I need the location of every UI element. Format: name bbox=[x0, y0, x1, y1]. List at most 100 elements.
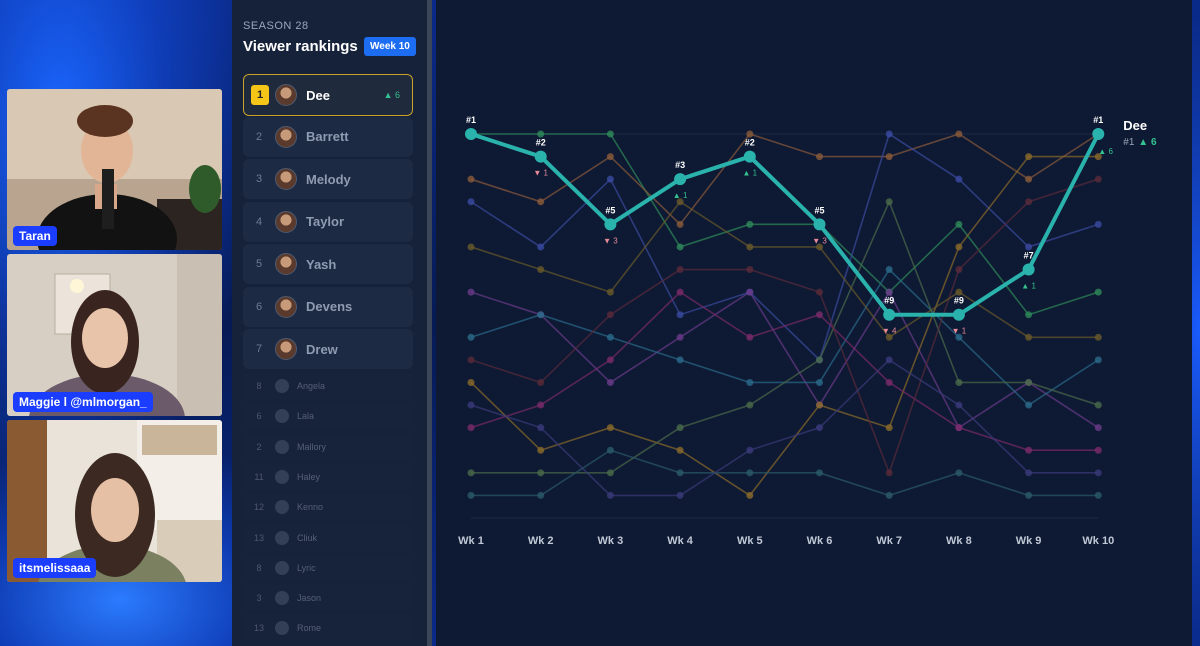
ranking-position: 8 bbox=[256, 381, 262, 391]
ranking-position: 13 bbox=[253, 532, 264, 543]
series-point bbox=[816, 401, 823, 409]
series-point bbox=[1094, 469, 1102, 477]
avatar bbox=[275, 439, 289, 454]
player-name: Angela bbox=[297, 381, 326, 391]
ranking-row[interactable]: 6 Lala bbox=[243, 403, 413, 430]
webcam-video bbox=[7, 420, 222, 582]
ranking-position: 6 bbox=[256, 411, 262, 422]
series-point bbox=[537, 469, 545, 477]
series-point bbox=[746, 446, 754, 454]
series-point bbox=[885, 469, 893, 477]
highlight-series-line bbox=[470, 132, 1101, 317]
panel-title: Viewer rankings bbox=[243, 38, 358, 55]
ranking-row[interactable]: 2 Barrett bbox=[243, 116, 413, 157]
ranking-position: 11 bbox=[254, 471, 264, 482]
ranking-position: 13 bbox=[253, 623, 264, 634]
rank-label: #2 bbox=[745, 138, 755, 148]
series-point bbox=[467, 469, 475, 477]
player-name: Cliuk bbox=[297, 532, 318, 543]
series-line bbox=[470, 155, 1099, 497]
avatar bbox=[275, 253, 297, 275]
series-point bbox=[885, 378, 893, 386]
series-line bbox=[470, 291, 1099, 452]
series-line bbox=[470, 268, 1099, 407]
ranking-row[interactable]: 8 Lyric bbox=[243, 554, 413, 581]
highlight-point bbox=[813, 218, 826, 231]
panel-scrollbar[interactable] bbox=[427, 0, 432, 646]
avatar bbox=[275, 560, 289, 575]
series-point bbox=[746, 266, 754, 274]
series-point bbox=[746, 333, 754, 341]
ranking-row[interactable]: 13 Rome bbox=[243, 615, 413, 642]
series-point bbox=[1025, 153, 1033, 161]
ranking-row[interactable]: 3 Jason bbox=[243, 585, 413, 612]
series-point bbox=[1094, 288, 1102, 296]
series-point bbox=[746, 220, 754, 228]
series-point bbox=[1094, 153, 1102, 161]
series-point bbox=[746, 130, 754, 138]
series-point bbox=[1094, 424, 1102, 432]
series-point bbox=[467, 401, 475, 409]
series-point bbox=[676, 198, 684, 206]
ranking-row[interactable]: 3 Melody bbox=[243, 159, 413, 199]
ranking-row[interactable]: 8 Angela bbox=[243, 373, 413, 399]
series-point bbox=[816, 288, 823, 296]
series-point bbox=[1025, 401, 1033, 409]
series-point bbox=[1025, 378, 1033, 386]
series-point bbox=[746, 401, 754, 409]
series-point bbox=[955, 288, 963, 296]
series-point bbox=[1094, 446, 1102, 454]
series-point bbox=[885, 356, 893, 364]
ranking-position: 8 bbox=[256, 562, 262, 573]
ranking-row[interactable]: 5 Yash bbox=[243, 244, 413, 284]
series-point bbox=[537, 130, 545, 138]
ranking-row[interactable]: 13 Cliuk bbox=[243, 524, 413, 551]
player-name: Devens bbox=[306, 299, 353, 314]
rank-change-label: ▼ 1 bbox=[533, 169, 548, 178]
rank-label: #7 bbox=[1024, 251, 1034, 261]
season-label: SEASON 28 bbox=[243, 20, 309, 32]
series-point bbox=[606, 311, 614, 319]
series-point bbox=[1025, 243, 1033, 251]
rank-change-label: ▼ 4 bbox=[882, 327, 897, 336]
series-point bbox=[746, 491, 754, 499]
series-point bbox=[816, 378, 823, 386]
player-name: Dee bbox=[306, 87, 330, 103]
rank-change-label: ▲ 1 bbox=[743, 169, 758, 178]
rank-change-label: ▼ 3 bbox=[812, 236, 827, 245]
ranking-row[interactable]: 11 Haley bbox=[243, 463, 413, 490]
rank-label: #9 bbox=[884, 296, 894, 306]
ranking-row[interactable]: 1 Dee ▲ 6 bbox=[243, 74, 413, 116]
highlight-point bbox=[883, 308, 896, 321]
rank-change-label: ▲ 6 bbox=[1098, 147, 1113, 156]
avatar bbox=[275, 125, 297, 148]
ranking-row[interactable]: 6 Devens bbox=[243, 286, 413, 327]
series-point bbox=[606, 491, 614, 499]
rank-label: #1 bbox=[466, 115, 476, 125]
ranking-row[interactable]: 2 Mallory bbox=[243, 433, 413, 460]
series-line bbox=[470, 290, 1099, 429]
ranking-position: 5 bbox=[255, 258, 263, 270]
webcam-video bbox=[7, 89, 222, 250]
ranking-position: 3 bbox=[256, 593, 262, 604]
series-point bbox=[676, 243, 684, 251]
ranking-row[interactable]: 4 Taylor bbox=[243, 201, 413, 242]
rank-change-label: ▲ 1 bbox=[1021, 282, 1036, 291]
series-point bbox=[1094, 220, 1102, 228]
series-point bbox=[467, 378, 475, 386]
ranking-position: 2 bbox=[255, 130, 263, 143]
series-end-name: Dee bbox=[1123, 118, 1147, 133]
series-point bbox=[816, 311, 823, 319]
x-tick-label: Wk 1 bbox=[458, 535, 484, 547]
series-point bbox=[885, 198, 893, 206]
rank-change-label: ▼ 3 bbox=[603, 236, 618, 245]
ranking-row[interactable]: 12 Kenno bbox=[243, 494, 413, 521]
series-point bbox=[537, 401, 545, 409]
series-point bbox=[467, 424, 475, 432]
player-name: Rome bbox=[297, 623, 322, 634]
x-tick-label: Wk 2 bbox=[528, 535, 554, 547]
ranking-row[interactable]: 7 Drew bbox=[243, 329, 413, 369]
series-point bbox=[606, 424, 614, 432]
rank-change-label: ▼ 1 bbox=[952, 327, 967, 336]
player-name: Kenno bbox=[297, 502, 324, 513]
